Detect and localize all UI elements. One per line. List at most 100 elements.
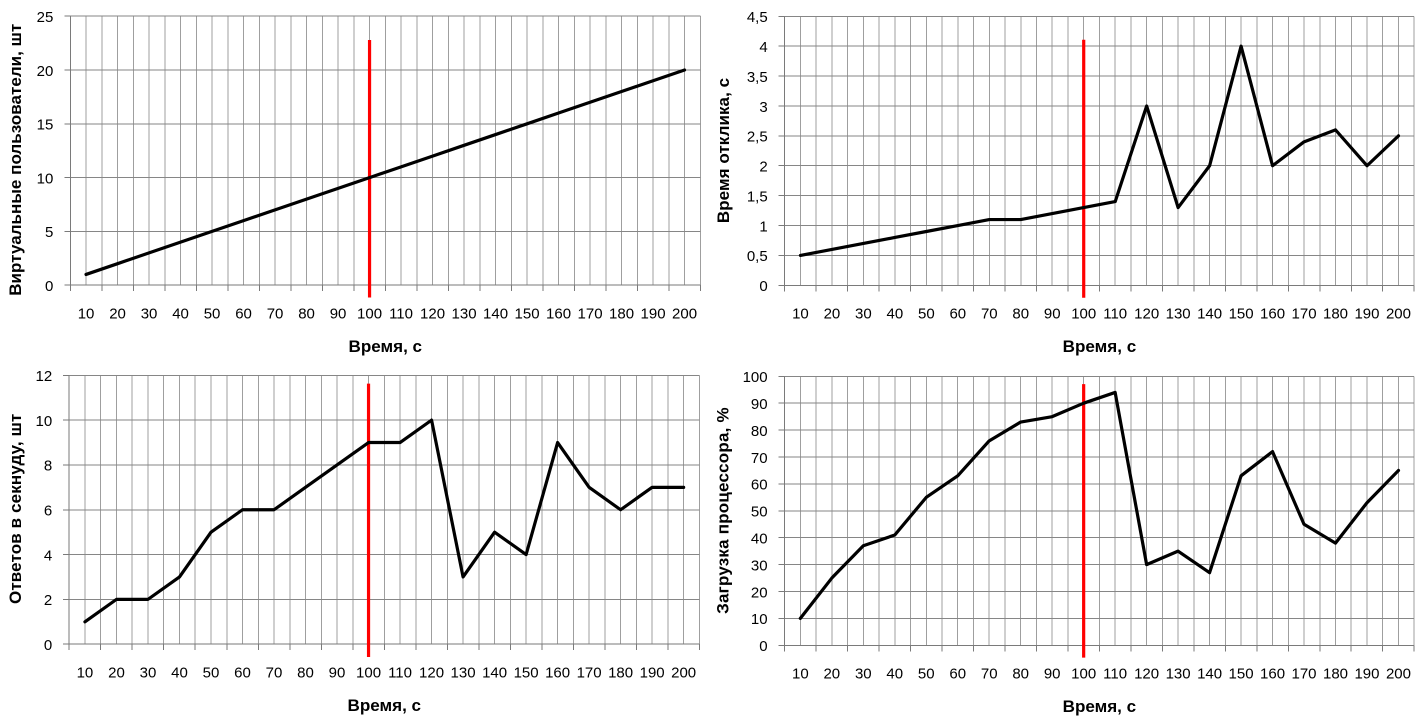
svg-text:190: 190: [1354, 305, 1379, 322]
svg-text:12: 12: [36, 368, 53, 385]
svg-text:80: 80: [297, 664, 314, 681]
svg-text:Время отклика, с: Время отклика, с: [714, 78, 733, 223]
svg-text:4: 4: [759, 39, 767, 56]
svg-text:4,5: 4,5: [747, 9, 768, 26]
svg-text:50: 50: [203, 664, 220, 681]
svg-text:120: 120: [1134, 665, 1159, 682]
svg-text:180: 180: [1323, 305, 1348, 322]
svg-text:120: 120: [1134, 305, 1159, 322]
svg-text:100: 100: [1071, 305, 1096, 322]
svg-text:Загрузка процессора, %: Загрузка процессора, %: [713, 407, 732, 613]
svg-text:70: 70: [981, 665, 998, 682]
svg-text:140: 140: [1197, 665, 1222, 682]
svg-text:2: 2: [44, 592, 52, 609]
svg-text:40: 40: [172, 305, 189, 322]
svg-text:150: 150: [1229, 305, 1254, 322]
svg-text:60: 60: [949, 665, 966, 682]
svg-text:Ответов в секнуду, шт: Ответов в секнуду, шт: [6, 414, 25, 604]
svg-text:8: 8: [44, 458, 52, 475]
svg-text:15: 15: [37, 117, 54, 134]
svg-text:Время, с: Время, с: [1063, 337, 1137, 356]
svg-text:80: 80: [1012, 665, 1029, 682]
svg-text:0,5: 0,5: [747, 248, 768, 265]
svg-text:140: 140: [483, 305, 508, 322]
svg-text:40: 40: [886, 665, 903, 682]
svg-text:70: 70: [981, 305, 998, 322]
svg-text:100: 100: [743, 369, 768, 386]
svg-text:40: 40: [887, 305, 904, 322]
svg-text:80: 80: [298, 305, 315, 322]
svg-text:30: 30: [751, 557, 768, 574]
svg-text:170: 170: [577, 664, 602, 681]
svg-text:190: 190: [640, 664, 665, 681]
svg-text:110: 110: [389, 305, 413, 322]
svg-text:180: 180: [1323, 665, 1348, 682]
svg-text:10: 10: [78, 305, 95, 322]
svg-text:50: 50: [204, 305, 221, 322]
svg-text:140: 140: [1197, 305, 1222, 322]
svg-text:60: 60: [234, 664, 251, 681]
svg-text:20: 20: [108, 664, 125, 681]
svg-text:130: 130: [452, 305, 477, 322]
svg-text:2,5: 2,5: [747, 129, 768, 146]
svg-text:Виртуальные пользователи, шт: Виртуальные пользователи, шт: [6, 24, 25, 296]
svg-text:200: 200: [1386, 665, 1411, 682]
svg-text:60: 60: [949, 305, 966, 322]
svg-text:170: 170: [1292, 665, 1317, 682]
svg-text:170: 170: [1292, 305, 1317, 322]
svg-text:130: 130: [451, 664, 476, 681]
svg-text:20: 20: [823, 665, 840, 682]
svg-text:90: 90: [1044, 665, 1061, 682]
svg-text:100: 100: [357, 305, 382, 322]
svg-text:150: 150: [515, 305, 540, 322]
svg-text:100: 100: [1071, 665, 1096, 682]
svg-text:30: 30: [855, 665, 872, 682]
svg-text:40: 40: [171, 664, 188, 681]
svg-text:120: 120: [420, 305, 445, 322]
svg-text:160: 160: [545, 664, 570, 681]
svg-text:0: 0: [759, 278, 767, 295]
svg-text:10: 10: [77, 664, 94, 681]
svg-text:80: 80: [1012, 305, 1029, 322]
svg-text:1,5: 1,5: [747, 188, 768, 205]
svg-text:190: 190: [1354, 665, 1379, 682]
svg-text:Время, с: Время, с: [1063, 697, 1137, 716]
svg-text:30: 30: [141, 305, 158, 322]
svg-text:50: 50: [918, 665, 935, 682]
svg-text:60: 60: [235, 305, 252, 322]
svg-text:200: 200: [671, 664, 696, 681]
svg-text:70: 70: [751, 450, 768, 467]
svg-text:30: 30: [140, 664, 157, 681]
svg-text:110: 110: [1103, 665, 1127, 682]
svg-text:170: 170: [578, 305, 603, 322]
svg-text:40: 40: [751, 531, 768, 548]
svg-text:200: 200: [1386, 305, 1411, 322]
svg-text:100: 100: [356, 664, 381, 681]
svg-text:20: 20: [109, 305, 126, 322]
svg-text:90: 90: [330, 305, 347, 322]
svg-text:70: 70: [266, 664, 283, 681]
svg-text:10: 10: [792, 305, 809, 322]
svg-text:50: 50: [918, 305, 935, 322]
svg-text:180: 180: [609, 305, 634, 322]
svg-text:0: 0: [759, 638, 767, 655]
svg-text:1: 1: [759, 218, 767, 235]
svg-text:110: 110: [1103, 305, 1127, 322]
svg-text:0: 0: [45, 278, 53, 295]
svg-text:180: 180: [608, 664, 633, 681]
svg-text:6: 6: [44, 503, 52, 520]
svg-text:190: 190: [641, 305, 666, 322]
svg-text:10: 10: [37, 170, 54, 187]
svg-text:20: 20: [824, 305, 841, 322]
svg-text:90: 90: [751, 396, 768, 413]
svg-text:4: 4: [44, 547, 52, 564]
svg-text:Время, с: Время, с: [349, 337, 423, 356]
svg-text:3,5: 3,5: [747, 69, 768, 86]
svg-text:Время, с: Время, с: [348, 696, 422, 715]
svg-text:3: 3: [759, 99, 767, 116]
svg-text:20: 20: [751, 584, 768, 601]
svg-text:90: 90: [1044, 305, 1061, 322]
svg-text:0: 0: [44, 637, 52, 654]
svg-text:160: 160: [1260, 665, 1285, 682]
svg-text:2: 2: [759, 159, 767, 176]
